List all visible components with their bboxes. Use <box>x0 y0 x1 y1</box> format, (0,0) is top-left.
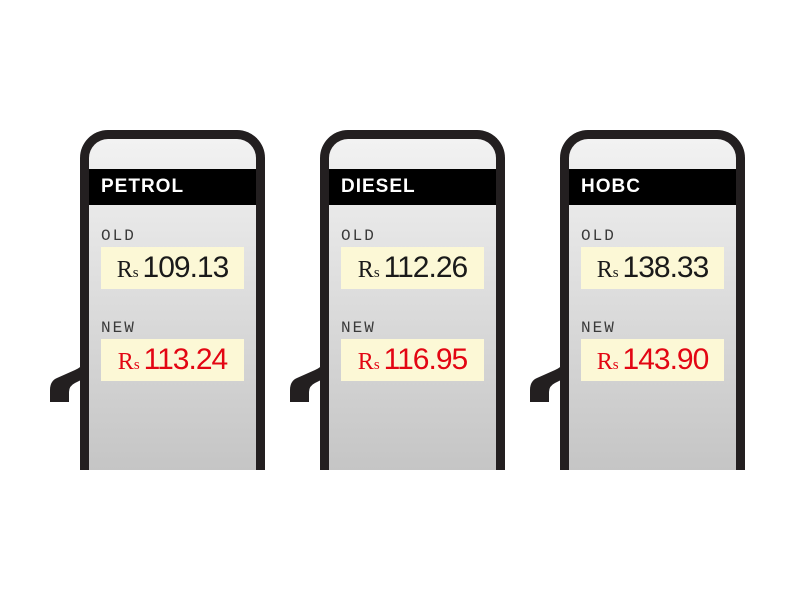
pump-hobc: HOBC OLD Rs 138.33 NEW Rs 143.90 <box>535 130 745 470</box>
pump-body: DIESEL OLD Rs 112.26 NEW Rs 116.95 <box>320 130 505 470</box>
old-label: OLD <box>101 227 136 245</box>
new-price: Rs 113.24 <box>101 339 244 381</box>
fuel-label-band: HOBC <box>569 169 736 205</box>
old-price: Rs 112.26 <box>341 247 484 289</box>
fuel-name: HOBC <box>581 176 641 198</box>
old-label: OLD <box>341 227 376 245</box>
fuel-name: PETROL <box>101 176 184 198</box>
old-label: OLD <box>581 227 616 245</box>
pump-body: PETROL OLD Rs 109.13 NEW Rs 113.24 <box>80 130 265 470</box>
new-label: NEW <box>341 319 376 337</box>
pump-diesel: DIESEL OLD Rs 112.26 NEW Rs 116.95 <box>295 130 505 470</box>
fuel-label-band: DIESEL <box>329 169 496 205</box>
new-price: Rs 143.90 <box>581 339 724 381</box>
currency-symbol: Rs <box>358 257 380 284</box>
pump-petrol: PETROL OLD Rs 109.13 NEW Rs 113.24 <box>55 130 265 470</box>
new-price: Rs 116.95 <box>341 339 484 381</box>
currency-symbol: Rs <box>117 257 139 284</box>
new-price-value: 116.95 <box>384 343 468 377</box>
currency-symbol: Rs <box>597 257 619 284</box>
new-label: NEW <box>101 319 136 337</box>
currency-symbol: Rs <box>118 349 140 376</box>
pump-body: HOBC OLD Rs 138.33 NEW Rs 143.90 <box>560 130 745 470</box>
currency-symbol: Rs <box>358 349 380 376</box>
old-price: Rs 138.33 <box>581 247 724 289</box>
old-price-value: 138.33 <box>623 251 709 285</box>
old-price-value: 109.13 <box>143 251 229 285</box>
new-price-value: 143.90 <box>623 343 709 377</box>
fuel-label-band: PETROL <box>89 169 256 205</box>
new-price-value: 113.24 <box>144 343 228 377</box>
old-price: Rs 109.13 <box>101 247 244 289</box>
new-label: NEW <box>581 319 616 337</box>
fuel-name: DIESEL <box>341 176 416 198</box>
currency-symbol: Rs <box>597 349 619 376</box>
old-price-value: 112.26 <box>384 251 468 285</box>
